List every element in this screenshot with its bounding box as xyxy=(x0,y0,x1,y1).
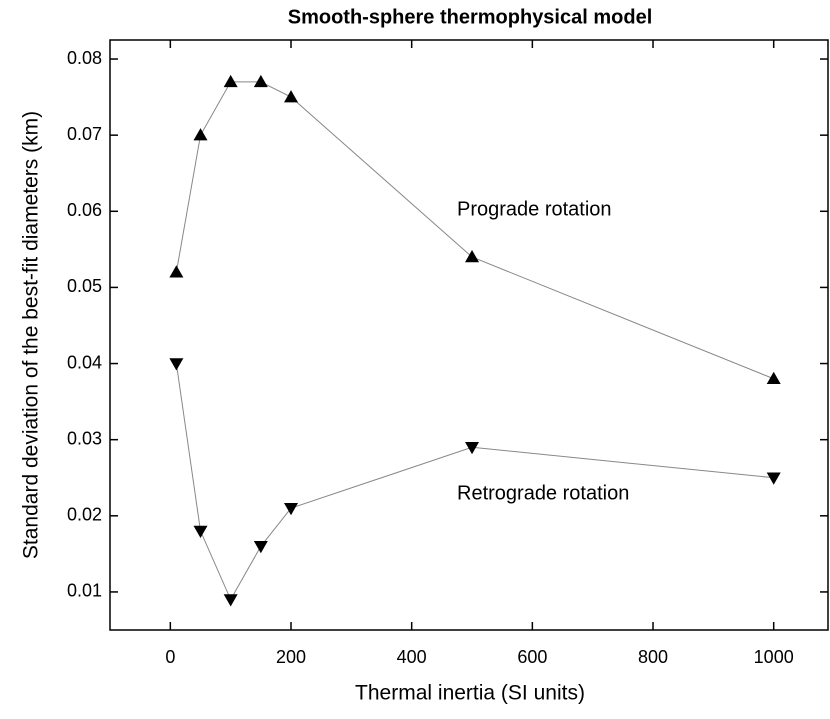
y-axis-label: Standard deviation of the best-fit diame… xyxy=(20,111,43,559)
x-tick-label: 600 xyxy=(517,647,547,667)
y-tick-label: 0.08 xyxy=(67,48,102,68)
x-tick-label: 1000 xyxy=(754,647,794,667)
x-tick-label: 200 xyxy=(276,647,306,667)
y-tick-label: 0.07 xyxy=(67,124,102,144)
y-tick-label: 0.06 xyxy=(67,200,102,220)
y-tick-label: 0.04 xyxy=(67,352,102,372)
marker xyxy=(465,442,480,455)
marker xyxy=(766,472,781,485)
series-label: Retrograde rotation xyxy=(457,482,629,504)
x-tick-label: 400 xyxy=(397,647,427,667)
x-tick-label: 800 xyxy=(638,647,668,667)
marker xyxy=(766,371,781,385)
y-tick-label: 0.01 xyxy=(67,581,102,601)
y-tick-label: 0.03 xyxy=(67,428,102,448)
x-tick-label: 0 xyxy=(165,647,175,667)
marker xyxy=(284,90,299,103)
y-tick-label: 0.05 xyxy=(67,276,102,296)
marker xyxy=(193,128,208,141)
marker xyxy=(465,249,480,263)
series-line xyxy=(175,81,774,380)
marker xyxy=(169,358,184,371)
x-axis-label: Thermal inertia (SI units) xyxy=(355,682,585,705)
chart-title: Smooth-sphere thermophysical model xyxy=(288,6,653,28)
marker xyxy=(223,594,238,607)
marker xyxy=(253,74,268,88)
y-tick-label: 0.02 xyxy=(67,505,102,525)
marker xyxy=(193,525,208,539)
marker xyxy=(223,74,238,88)
marker xyxy=(284,502,299,516)
marker xyxy=(169,265,184,278)
plot-frame xyxy=(109,39,829,631)
series-label: Prograde rotation xyxy=(457,198,612,220)
marker xyxy=(253,541,268,554)
